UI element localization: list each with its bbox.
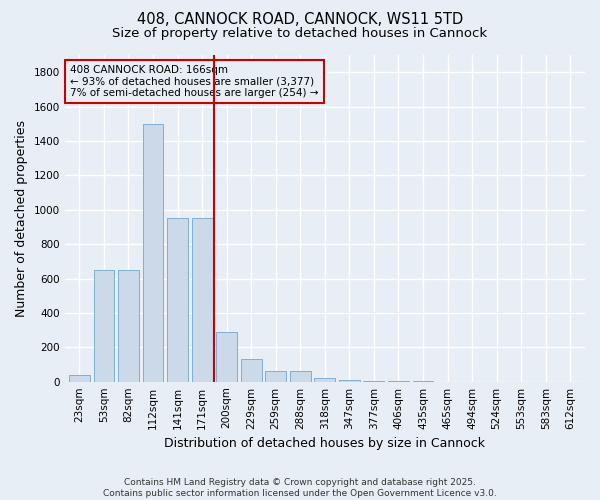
Bar xyxy=(191,218,212,382)
Text: Contains HM Land Registry data © Crown copyright and database right 2025.
Contai: Contains HM Land Registry data © Crown c… xyxy=(103,478,497,498)
Bar xyxy=(94,270,115,382)
X-axis label: Distribution of detached houses by size in Cannock: Distribution of detached houses by size … xyxy=(164,437,485,450)
Bar xyxy=(314,378,335,382)
Text: 408 CANNOCK ROAD: 166sqm
← 93% of detached houses are smaller (3,377)
7% of semi: 408 CANNOCK ROAD: 166sqm ← 93% of detach… xyxy=(70,65,319,98)
Bar xyxy=(290,370,311,382)
Bar xyxy=(364,381,385,382)
Bar xyxy=(265,370,286,382)
Bar xyxy=(339,380,360,382)
Y-axis label: Number of detached properties: Number of detached properties xyxy=(15,120,28,317)
Text: 408, CANNOCK ROAD, CANNOCK, WS11 5TD: 408, CANNOCK ROAD, CANNOCK, WS11 5TD xyxy=(137,12,463,28)
Bar xyxy=(241,360,262,382)
Bar xyxy=(413,381,433,382)
Bar xyxy=(167,218,188,382)
Bar xyxy=(388,381,409,382)
Bar xyxy=(118,270,139,382)
Bar xyxy=(216,332,237,382)
Text: Size of property relative to detached houses in Cannock: Size of property relative to detached ho… xyxy=(112,28,488,40)
Bar xyxy=(143,124,163,382)
Bar xyxy=(69,375,90,382)
